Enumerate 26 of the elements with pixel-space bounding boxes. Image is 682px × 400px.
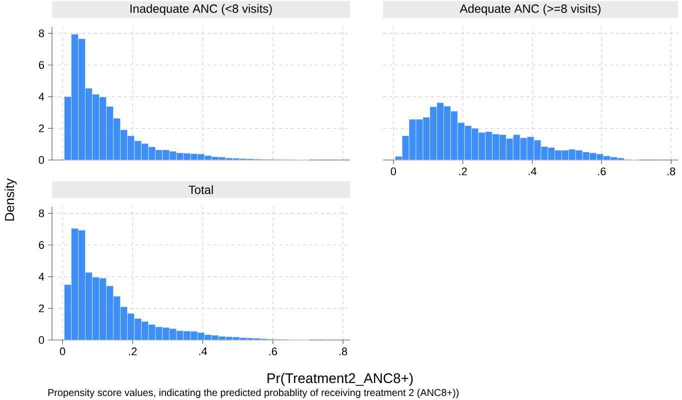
x-tick-label: .4 [199, 348, 207, 356]
x-tick-label: .2 [459, 168, 467, 176]
y-tick-label: 6 [38, 241, 44, 249]
x-axis-title: Pr(Treatment2_ANC8+) [268, 372, 413, 386]
y-tick-label: 8 [38, 29, 44, 38]
x-tick-label: .8 [339, 348, 348, 356]
x-tick-label: .6 [598, 168, 606, 176]
x-tick-label: 0 [390, 168, 396, 176]
chart-title: Total [188, 185, 213, 194]
x-tick-label: .4 [528, 168, 536, 176]
x-tick-label: .6 [269, 348, 277, 356]
text: Propensity score values, indicating the predicted probablity of receiving treatment 2 (ANC8+)) [48, 388, 459, 398]
y-tick-label: 8 [38, 209, 44, 218]
y-tick-label: 6 [38, 61, 44, 69]
x-tick-label: .8 [668, 168, 676, 176]
y-axis-title: Density [4, 178, 17, 221]
chart-title: Inadequate ANC (<8 visits) [130, 4, 272, 16]
y-tick-label: 0 [38, 156, 44, 164]
x-tick-label: 0 [60, 348, 66, 356]
chart-title: Adequate ANC (>=8 visits) [460, 4, 601, 16]
y-tick-label: 2 [38, 304, 44, 312]
x-tick-label: .2 [129, 348, 137, 356]
y-tick-label: 4 [38, 272, 44, 280]
y-tick-label: 0 [38, 336, 44, 344]
y-tick-label: 4 [38, 92, 44, 100]
y-tick-label: 2 [38, 124, 44, 132]
